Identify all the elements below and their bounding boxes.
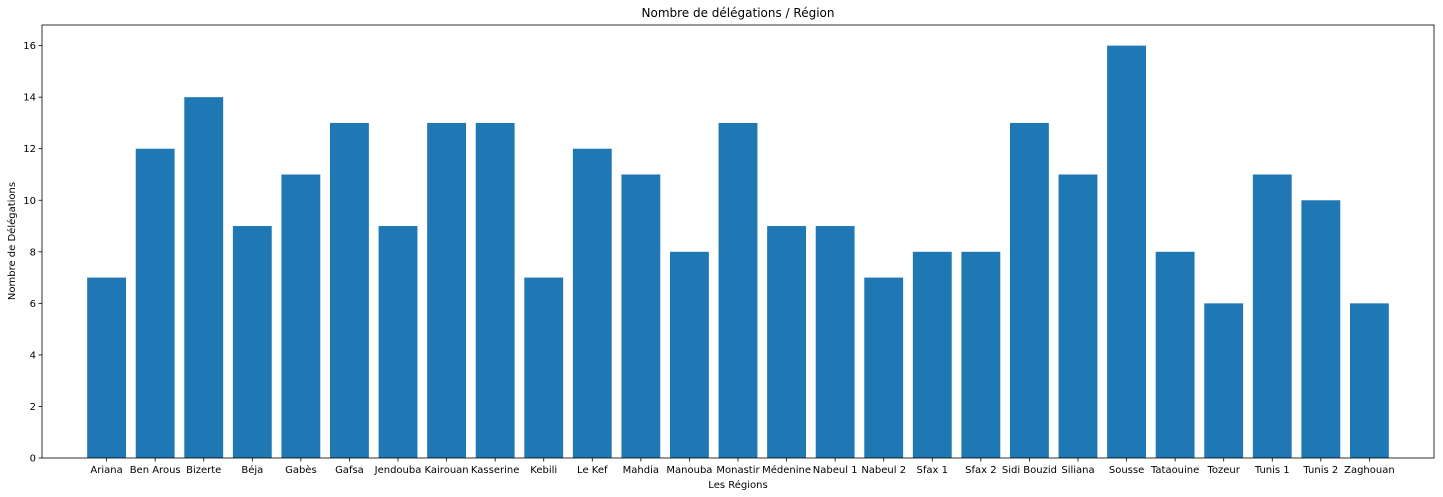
x-tick-label: Monastir: [716, 465, 760, 476]
x-axis-ticks: Ariana Ben Arous Bizerte Béja Gabès Gafsa Jend…: [90, 458, 1395, 476]
bar-3: [232, 226, 272, 458]
x-tick-label: Manouba: [666, 465, 712, 476]
bar-11: [621, 174, 661, 458]
bar-20: [1058, 174, 1098, 458]
x-tick-label: Kasserine: [471, 465, 519, 476]
y-tick-label: 2: [30, 402, 36, 413]
plot-frame: [41, 24, 1435, 459]
x-tick-label: Nabeul 2: [861, 465, 906, 476]
bar-19: [1009, 122, 1049, 458]
x-tick-label: Ariana: [90, 465, 122, 476]
x-tick-label: Mahdia: [623, 465, 659, 476]
y-tick-label: 14: [23, 93, 36, 104]
x-tick-label: Tozeur: [1206, 465, 1240, 476]
bar-14: [767, 226, 806, 458]
bar-17: [912, 251, 952, 458]
chart-title: Nombre de délégations / Région: [642, 6, 835, 20]
y-tick-label: 8: [30, 247, 36, 258]
bar-6: [378, 226, 418, 458]
y-tick-label: 10: [23, 196, 36, 207]
x-tick-label: Béja: [241, 464, 263, 476]
x-tick-label: Nabeul 1: [813, 465, 858, 476]
y-axis-ticks: 0 2 4 6 8 10 12 14 16: [23, 41, 42, 465]
y-tick-label: 4: [30, 350, 36, 361]
x-tick-label: Sidi Bouzid: [1002, 465, 1057, 476]
x-tick-label: Sfax 2: [965, 465, 996, 476]
bar-21: [1107, 45, 1146, 458]
y-tick-label: 6: [30, 299, 36, 310]
x-tick-label: Tataouine: [1150, 465, 1199, 476]
x-tick-label: Gafsa: [335, 465, 364, 476]
x-tick-label: Bizerte: [186, 465, 221, 476]
x-tick-label: Tunis 2: [1302, 465, 1338, 476]
y-tick-label: 16: [23, 41, 36, 52]
x-tick-label: Sousse: [1109, 465, 1144, 476]
bar-12: [670, 251, 709, 458]
bar-0: [87, 277, 127, 458]
bar-1: [135, 148, 175, 458]
bar-2: [184, 97, 224, 459]
bar-25: [1301, 200, 1341, 458]
x-tick-label: Jendouba: [374, 465, 422, 476]
x-tick-label: Kairouan: [425, 465, 469, 476]
bar-9: [524, 277, 564, 458]
x-axis-label: Les Régions: [708, 479, 767, 491]
bar-22: [1155, 251, 1195, 458]
x-tick-label: Gabès: [285, 464, 317, 476]
bar-23: [1204, 303, 1244, 458]
x-tick-label: Kebili: [530, 465, 557, 476]
bar-8: [475, 122, 515, 458]
x-tick-label: Tunis 1: [1254, 465, 1290, 476]
x-tick-label: Le Kef: [577, 465, 608, 476]
x-tick-label: Siliana: [1061, 465, 1094, 476]
bar-16: [864, 277, 904, 458]
bar-18: [961, 251, 1001, 458]
bar-10: [572, 148, 612, 458]
bar-5: [330, 122, 369, 458]
bars-group: [87, 45, 1389, 459]
y-tick-label: 12: [23, 144, 36, 155]
x-tick-label: Zaghouan: [1344, 465, 1395, 476]
bar-24: [1252, 174, 1292, 458]
bar-7: [427, 122, 467, 458]
bar-26: [1349, 303, 1389, 458]
bar-13: [718, 122, 758, 458]
bar-4: [281, 174, 321, 458]
y-axis-label: Nombre de Délégations: [6, 182, 18, 300]
x-tick-label: Ben Arous: [130, 465, 181, 476]
x-tick-label: Médenine: [762, 464, 811, 476]
y-tick-label: 0: [30, 454, 36, 465]
bar-15: [815, 226, 855, 458]
x-tick-label: Sfax 1: [917, 465, 948, 476]
